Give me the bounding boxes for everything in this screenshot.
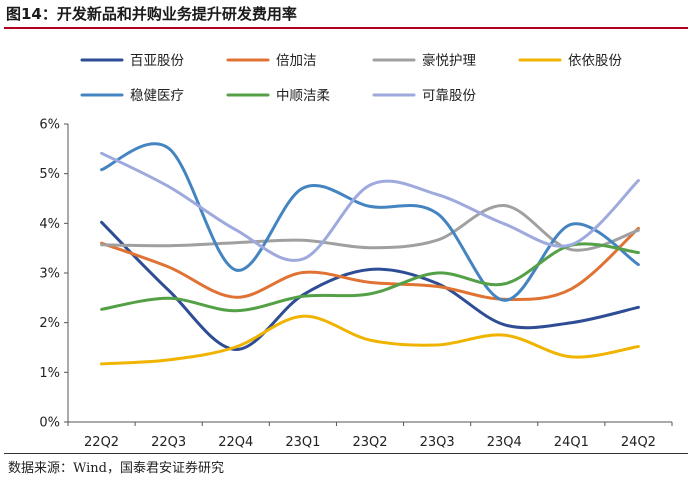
legend-label: 百亚股份 [130,53,184,69]
y-tick-label: 5% [39,167,60,182]
series-layer [100,142,640,366]
title-rule [4,27,688,29]
legend-label: 豪悦护理 [422,53,476,69]
series-line-1 [100,220,640,352]
x-tick-label: 23Q2 [352,435,387,450]
legend-label: 稳健医疗 [130,88,184,104]
series-line-4 [100,314,640,366]
legend-label: 依依股份 [568,53,622,69]
legend-label: 可靠股份 [422,88,476,104]
x-tick-label: 23Q4 [487,435,522,450]
series-line-3 [100,203,640,252]
legend-label: 倍加洁 [276,53,317,69]
source-rule [4,453,688,454]
x-tick-label: 22Q4 [218,435,253,450]
series-line-6 [100,242,640,313]
legend-label: 中顺洁柔 [276,88,330,104]
page-title: 图14：开发新品和并购业务提升研发费用率 [6,5,297,23]
series-line-5 [100,142,640,302]
x-tick-label: 24Q1 [554,435,589,450]
chart-axes: 0% 1% 2% 3% 4% 5% 6% 22Q2 22Q3 22Q4 23Q1 23Q2 23Q3 23… [39,118,673,450]
y-tick-label: 6% [39,118,60,133]
x-tick-label: 22Q3 [151,435,186,450]
y-tick-label: 0% [39,416,60,431]
x-tick-label: 24Q2 [621,435,656,450]
x-tick-label: 22Q2 [84,435,119,450]
source-note: 数据来源：Wind，国泰君安证券研究 [8,461,224,476]
x-tick-label: 23Q3 [420,435,455,450]
y-tick-label: 4% [39,217,60,232]
y-tick-label: 1% [39,366,60,381]
series-line-2 [100,226,640,302]
y-tick-label: 3% [39,267,60,282]
x-tick-label: 23Q1 [285,435,320,450]
series-line-7 [100,151,640,262]
y-tick-label: 2% [39,316,60,331]
